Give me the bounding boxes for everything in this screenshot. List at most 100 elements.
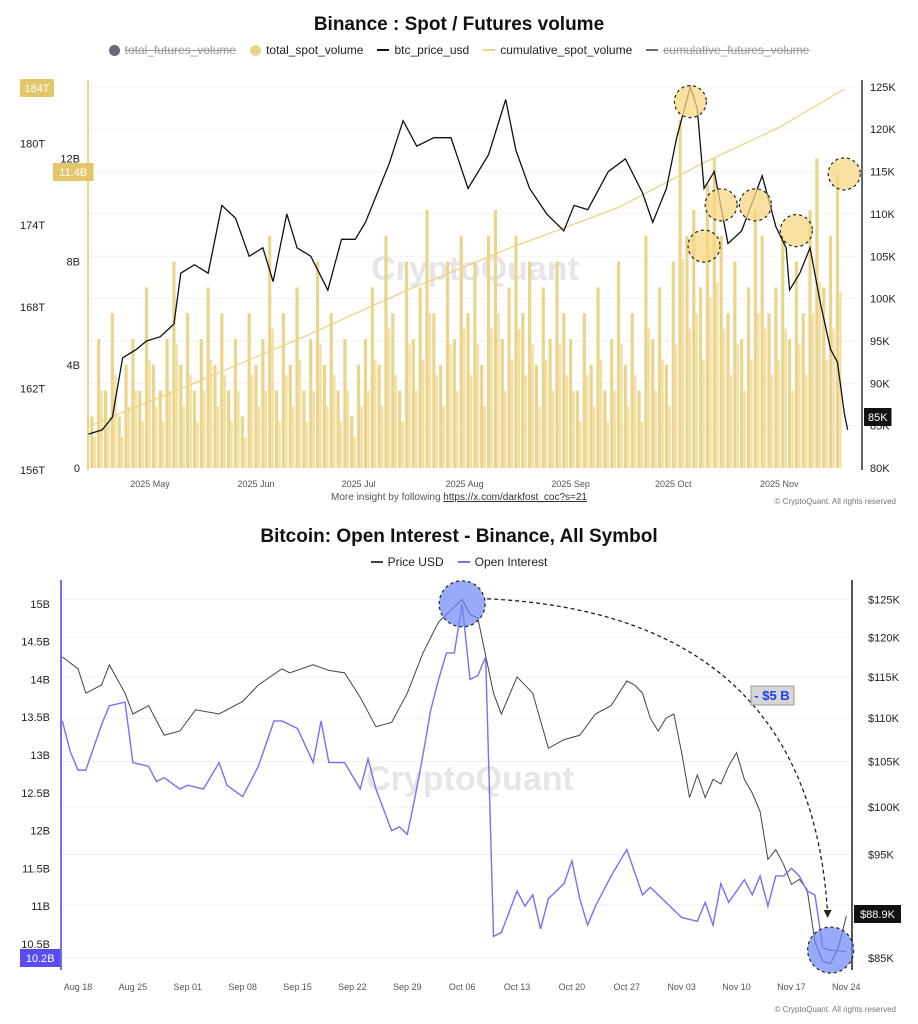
- spot-volume-bar: [828, 235, 833, 468]
- volume-tick-label: 0: [74, 463, 80, 475]
- legend-label: total_futures_volume: [124, 43, 237, 57]
- spot-volume-bar: [209, 359, 213, 468]
- spot-volume-bar: [811, 313, 815, 468]
- legend-item-cumulative-futures[interactable]: cumulative_futures_volume: [646, 43, 809, 57]
- spot-volume-bar: [360, 406, 363, 468]
- spot-volume-bar: [435, 375, 439, 468]
- spot-volume-bar: [524, 375, 527, 468]
- spot-volume-bar: [298, 359, 302, 468]
- spot-volume-bar: [117, 416, 121, 468]
- spot-volume-bar: [490, 328, 493, 468]
- spot-volume-bar: [558, 344, 562, 468]
- spot-volume-bar: [562, 313, 566, 468]
- spot-volume-bar: [476, 344, 480, 468]
- spot-volume-bar: [510, 359, 514, 468]
- legend-item-open-interest[interactable]: Open Interest: [457, 555, 547, 569]
- annotation-box: [750, 685, 795, 706]
- spot-volume-bar: [110, 313, 114, 468]
- spot-volume-bar: [746, 287, 751, 468]
- price-tick-label: 120K: [870, 124, 896, 136]
- spot-volume-bar: [404, 261, 409, 468]
- price-tick-label: 125K: [870, 82, 896, 94]
- spot-volume-bar: [418, 287, 422, 468]
- spot-volume-bar: [456, 390, 459, 468]
- spot-volume-bar: [271, 328, 274, 468]
- spot-volume-bar: [237, 390, 240, 468]
- legend-label: cumulative_futures_volume: [663, 43, 810, 57]
- legend-item-price-usd[interactable]: Price USD: [370, 555, 444, 569]
- spot-volume-bar: [565, 375, 569, 468]
- spot-volume-bar: [312, 390, 315, 468]
- line-icon: [646, 49, 659, 51]
- price-tick-label: $100K: [868, 802, 900, 814]
- line-icon: [377, 49, 390, 51]
- x-tick-label: Sep 29: [393, 982, 422, 992]
- spot-volume-bar: [774, 287, 778, 468]
- spot-volume-bar: [675, 344, 678, 468]
- spot-volume-bar: [801, 313, 805, 468]
- spot-volume-bar: [131, 339, 135, 468]
- spot-volume-bar: [281, 313, 285, 468]
- spot-volume-bar: [463, 328, 466, 468]
- spot-volume-bar: [326, 406, 329, 468]
- price-tick-label: $115K: [868, 672, 900, 684]
- spot-volume-bar: [497, 313, 500, 468]
- spot-volume-bar: [391, 313, 395, 468]
- spot-volume-bar: [657, 287, 662, 468]
- spot-volume-bar: [103, 390, 108, 468]
- volume-tick-label: 8B: [67, 257, 80, 269]
- footer-note-text: More insight by following: [331, 492, 444, 503]
- spot-volume-bar: [651, 339, 655, 468]
- price-tick-label: 110K: [870, 209, 896, 221]
- x-tick-label: 2025 Sep: [551, 479, 590, 489]
- spot-volume-bar: [835, 173, 840, 468]
- spot-volume-bar: [541, 287, 545, 468]
- x-tick-label: Aug 18: [64, 982, 93, 992]
- spot-volume-bar: [750, 359, 753, 468]
- spot-volume-bar: [216, 406, 220, 468]
- x-tick-label: Oct 27: [614, 982, 641, 992]
- spot-volume-bar: [100, 390, 103, 468]
- cumulative-tick-label: 180T: [20, 139, 45, 151]
- spot-volume-bar: [620, 344, 623, 468]
- spot-volume-bar: [736, 344, 740, 468]
- price-tick-label: 95K: [870, 336, 890, 348]
- spot-volume-bar: [428, 313, 432, 468]
- legend-item-spot-volume[interactable]: total_spot_volume: [250, 43, 363, 57]
- legend-item-btc-price[interactable]: btc_price_usd: [377, 43, 469, 57]
- spot-volume-bar: [315, 261, 320, 468]
- spot-volume-bar: [445, 261, 450, 468]
- spot-volume-bar: [213, 364, 217, 468]
- spot-volume-bar: [155, 406, 158, 468]
- cumulative-tick-label: 168T: [20, 302, 45, 314]
- legend-item-cumulative-spot[interactable]: cumulative_spot_volume: [483, 43, 632, 57]
- spot-volume-bar: [685, 235, 689, 468]
- oi-tick-label: 12B: [30, 826, 50, 838]
- arrowhead-icon: [823, 910, 832, 919]
- legend-item-futures-volume[interactable]: total_futures_volume: [108, 43, 237, 57]
- open-interest-line: [61, 603, 847, 953]
- footer-link[interactable]: https://x.com/darkfost_coc?s=21: [443, 492, 587, 503]
- spot-volume-bar: [90, 416, 94, 468]
- chart-1-legend: total_futures_volume total_spot_volume b…: [0, 43, 918, 57]
- spot-volume-bar: [753, 210, 757, 468]
- spot-volume-bar: [144, 287, 149, 468]
- spot-volume-bar: [825, 359, 828, 468]
- spot-volume-bar: [274, 390, 279, 468]
- copyright-2: © CryptoQuant. All rights reserved: [774, 1005, 897, 1014]
- price-tick-label: 100K: [870, 294, 896, 306]
- x-tick-label: 2025 Jul: [342, 479, 376, 489]
- spot-volume-bar: [781, 235, 785, 468]
- spot-volume-bar: [387, 328, 391, 468]
- spot-volume-bar: [486, 235, 491, 468]
- spot-volume-bar: [777, 359, 781, 468]
- spot-volume-bar: [661, 359, 664, 468]
- spot-volume-bar: [442, 406, 445, 468]
- spot-volume-bar: [261, 339, 265, 468]
- spot-volume-bar: [760, 235, 764, 468]
- spot-volume-bar: [384, 235, 388, 468]
- spot-volume-bar: [548, 339, 552, 468]
- spot-volume-bar: [480, 364, 484, 468]
- spot-volume-bar: [182, 406, 185, 468]
- spot-volume-bar: [377, 364, 381, 468]
